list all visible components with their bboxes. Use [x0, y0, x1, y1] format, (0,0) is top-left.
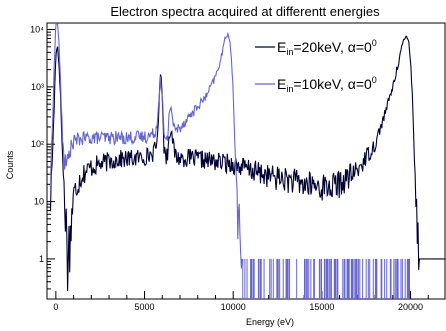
x-tick-label: 0	[53, 302, 58, 312]
x-tick-label: 20000	[398, 302, 423, 312]
x-axis-label: Energy (eV)	[246, 317, 294, 327]
chart-title: Electron spectra acquired at differentt …	[110, 4, 380, 19]
series-line-2	[49, 23, 243, 269]
series-line-1	[49, 35, 446, 292]
x-tick-label: 10000	[221, 302, 246, 312]
y-tick-label: 10	[34, 197, 44, 207]
y-tick-label: 10³	[31, 82, 44, 92]
plot-area: 0 5000 10000 15000 20000 1 10 10² 10³ 10⁴	[30, 22, 446, 312]
legend-label-1: Ein=20keV, α=00	[277, 38, 377, 57]
legend: Ein=20keV, α=00 Ein=10keV, α=00	[255, 38, 377, 94]
legend-label-2: Ein=10keV, α=00	[277, 75, 377, 94]
y-tick-label: 10²	[31, 139, 44, 149]
y-tick-label: 1	[39, 254, 44, 264]
y-axis-label: Counts	[5, 150, 15, 179]
x-tick-label: 5000	[135, 302, 155, 312]
series-tail-2	[242, 258, 410, 299]
y-tick-label: 10⁴	[30, 25, 44, 35]
x-tick-label: 15000	[309, 302, 334, 312]
